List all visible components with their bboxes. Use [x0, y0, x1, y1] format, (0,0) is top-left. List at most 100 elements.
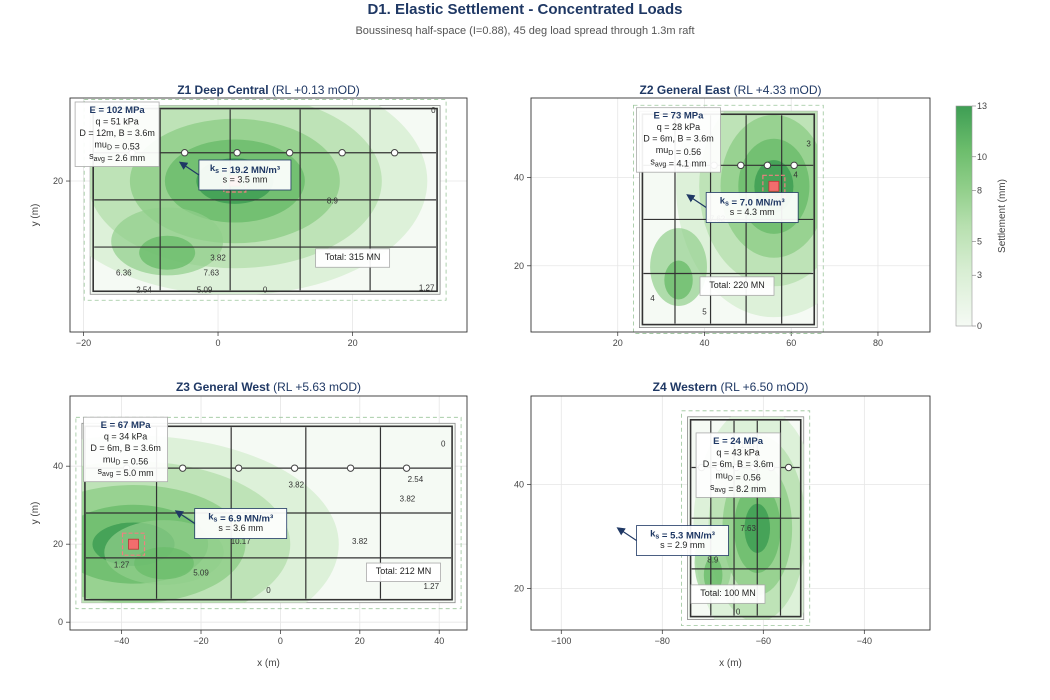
- contour-label: 3.82: [289, 481, 305, 490]
- x-tick-label: −60: [756, 636, 771, 646]
- x-tick-label: 0: [216, 338, 221, 348]
- annotation-line: D = 12m, B = 3.6m: [79, 128, 155, 138]
- contour-label: 3.82: [400, 494, 416, 503]
- annotation-line: E = 24 MPa: [713, 436, 764, 447]
- annotation-background: [194, 508, 288, 539]
- wall-outline: [689, 418, 802, 618]
- colorbar-tick-label: 3: [977, 270, 982, 280]
- contour-label: 8.9: [327, 197, 339, 206]
- column-marker: [784, 463, 793, 472]
- annotation-line: Total: 315 MN: [325, 252, 381, 262]
- settlement-contour-band: [134, 547, 194, 580]
- plot-border: [69, 97, 468, 333]
- annotation-line: E = 73 MPa: [654, 111, 705, 122]
- annotation-line: ks = 5.3 MN/m³: [650, 529, 715, 542]
- colorbar-tick-label: 13: [977, 101, 987, 111]
- contour-label: 0: [263, 286, 268, 295]
- annotation-background: [705, 192, 799, 223]
- annotation-line: s = 3.5 mm: [223, 174, 268, 184]
- annotation-line: ks = 7.0 MN/m³: [720, 195, 785, 208]
- contour-label: 2.54: [408, 475, 424, 484]
- colorbar: 0 3 5 8 10 13 Settlement (mm): [955, 101, 1008, 331]
- contour-label: 4: [793, 170, 798, 179]
- y-tick-label: 20: [514, 583, 524, 593]
- plot-border: [69, 395, 468, 631]
- stiffness-callout: ks = 7.0 MN/m³s = 4.3 mm: [686, 192, 799, 223]
- callout-arrow: [174, 510, 196, 525]
- colorbar-gradient: [955, 105, 973, 327]
- annotation-line: savg = 2.6 mm: [89, 151, 145, 163]
- x-tick-label: 20: [355, 636, 365, 646]
- x-tick-label: −100: [551, 636, 571, 646]
- x-tick-label: −40: [857, 636, 872, 646]
- annotation-background: [699, 276, 775, 296]
- annotation-line: q = 34 kPa: [104, 432, 147, 442]
- y-tick-label: 20: [514, 261, 524, 271]
- total-load-box: Total: 315 MN: [315, 248, 391, 268]
- column-marker: [285, 149, 294, 157]
- contour-label: 0: [441, 440, 446, 449]
- settlement-contour-band: [664, 260, 693, 300]
- contour-label: 6.36: [116, 268, 132, 277]
- stiffness-callout: ks = 19.2 MN/m³s = 3.5 mm: [178, 159, 292, 191]
- total-load-box: Total: 212 MN: [366, 562, 441, 582]
- column-marker: [180, 149, 189, 157]
- total-load-box: Total: 220 MN: [699, 276, 775, 296]
- panel-title: Z3 General West (RL +5.63 mOD): [176, 380, 361, 394]
- annotation-background: [366, 562, 441, 582]
- contour-label: 5.09: [193, 568, 209, 577]
- annotation-background: [636, 525, 729, 556]
- contour-label: 5: [702, 307, 707, 316]
- annotation-line: muD = 0.56: [715, 470, 760, 482]
- annotation-line: Total: 220 MN: [709, 280, 765, 290]
- annotation-background: [74, 101, 160, 167]
- annotation-line: savg = 5.0 mm: [98, 466, 154, 478]
- annotation-background: [83, 416, 168, 483]
- x-tick-label: 40: [434, 636, 444, 646]
- footprint-outline: [633, 104, 824, 334]
- y-tick-label: 40: [514, 479, 524, 489]
- annotation-line: s = 4.3 mm: [730, 207, 775, 217]
- stiffness-callout: ks = 6.9 MN/m³s = 3.6 mm: [174, 508, 288, 539]
- contour-label: 4: [650, 294, 655, 303]
- figure-subtitle: Boussinesq half-space (I=0.88), 45 deg l…: [355, 25, 694, 37]
- x-tick-label: 20: [348, 338, 358, 348]
- settlement-field: [81, 435, 339, 603]
- annotation-line: s = 2.9 mm: [660, 540, 705, 550]
- annotation-line: D = 6m, B = 3.6m: [703, 459, 774, 469]
- annotation-background: [695, 432, 781, 498]
- x-axis-label: x (m): [257, 658, 280, 669]
- annotation-line: Total: 100 MN: [700, 588, 756, 598]
- load-point-marker: [128, 538, 139, 550]
- panel-title: Z2 General East (RL +4.33 mOD): [640, 83, 822, 97]
- column-marker: [790, 161, 798, 170]
- x-tick-label: −20: [193, 636, 208, 646]
- panel-4: −100−80−60−4020401.277.638.90E = 24 MPaq…: [514, 380, 931, 669]
- callout-arrow: [178, 161, 200, 176]
- annotation-line: E = 67 MPa: [101, 420, 152, 431]
- annotation-background: [315, 248, 391, 268]
- contour-label: 8.9: [707, 555, 719, 564]
- y-tick-label: 40: [53, 461, 63, 471]
- annotation-line: savg = 8.2 mm: [710, 482, 766, 494]
- column-marker: [338, 149, 346, 157]
- contour-label: 1.27: [114, 561, 130, 570]
- annotation-background: [198, 159, 292, 191]
- footprint-outline: [681, 410, 811, 626]
- x-tick-label: 40: [699, 338, 709, 348]
- annotation-line: q = 28 kPa: [657, 122, 700, 132]
- x-tick-label: −40: [114, 636, 129, 646]
- column-marker: [178, 464, 187, 472]
- load-point-marker: [768, 180, 780, 192]
- column-marker: [390, 149, 399, 157]
- y-axis-label: y (m): [30, 502, 41, 525]
- x-tick-label: 80: [873, 338, 883, 348]
- contour-label: 3.82: [210, 253, 226, 262]
- contour-label: 5.09: [197, 286, 213, 295]
- panel-1: −20 0 20 20 6.36 7.63 2.54 5.09 0 3.82 1.27 0 8.9 E =…: [30, 83, 468, 348]
- annotation-line: muD = 0.56: [656, 145, 701, 157]
